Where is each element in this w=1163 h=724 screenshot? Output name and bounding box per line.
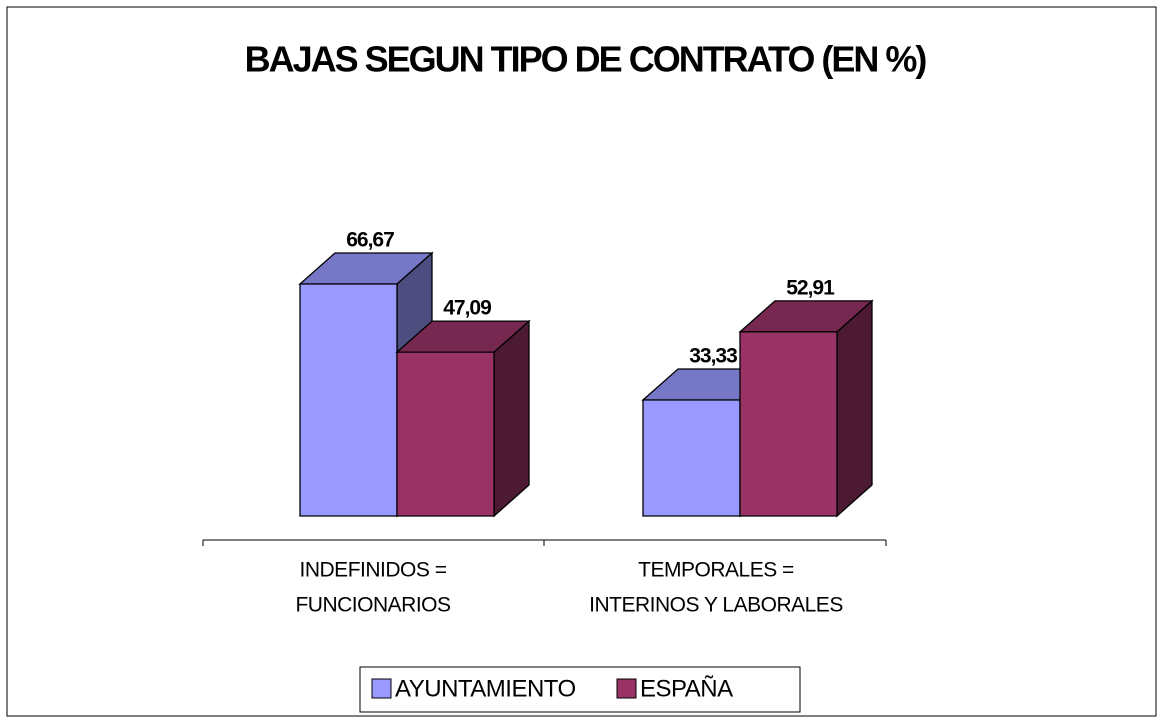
bar [738,299,874,518]
x-tick-label: TEMPORALES = [638,559,794,582]
data-label: 66,67 [346,229,394,252]
bar-side [836,299,873,518]
bar [395,319,531,518]
x-tick-label: INTERINOS Y LABORALES [589,594,843,617]
data-label: 33,33 [689,345,737,368]
data-label: 52,91 [786,276,835,299]
legend-label: ESPAÑA [640,675,733,702]
legend-swatch [616,678,637,699]
x-tick-label: INDEFINIDOS = [300,559,447,582]
chart-border [6,6,1157,717]
legend-label: AYUNTAMIENTO [395,675,576,702]
bar-front [396,351,495,517]
legend-swatch [371,678,392,699]
data-label: 47,09 [443,297,491,320]
x-tick-label: FUNCIONARIOS [295,594,451,617]
bar-side [493,319,530,518]
legend [359,666,801,713]
chart-title: BAJAS SEGUN TIPO DE CONTRATO (EN %) [245,39,927,80]
bar-front [299,283,398,517]
bar-front [642,399,741,517]
bar-front [739,331,838,517]
